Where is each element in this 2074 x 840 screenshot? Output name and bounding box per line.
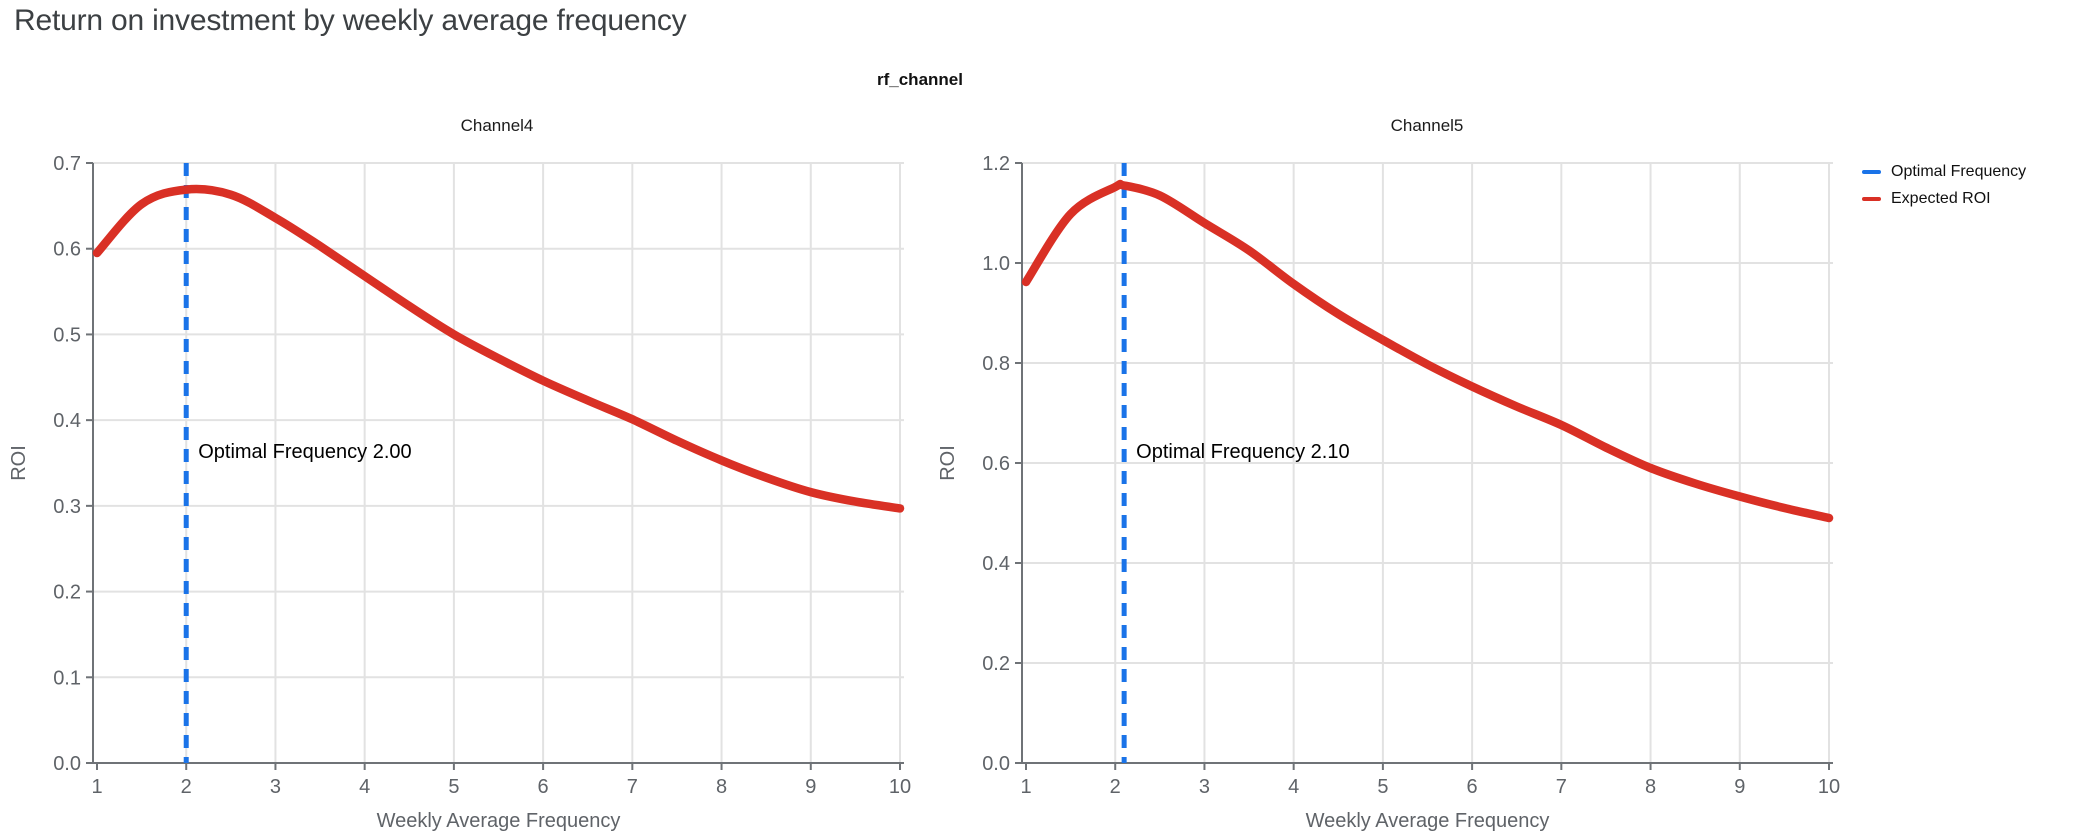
y-tick-label: 1.2 — [982, 153, 1010, 175]
x-tick-label: 1 — [91, 776, 102, 798]
legend-label: Expected ROI — [1891, 189, 1991, 207]
x-tick-label: 10 — [889, 776, 911, 798]
y-axis-title: ROI — [8, 445, 30, 481]
x-tick-label: 8 — [1645, 776, 1656, 798]
y-tick-label: 0.8 — [982, 353, 1010, 375]
expected-roi-curve — [92, 184, 905, 513]
x-axis-title: Weekly Average Frequency — [377, 810, 621, 832]
y-tick-label: 0.6 — [53, 239, 81, 261]
x-tick-label: 6 — [538, 776, 549, 798]
optimal-frequency-swatch-icon — [1862, 169, 1881, 174]
x-tick-label: 4 — [1288, 776, 1299, 798]
y-tick-label: 0.7 — [53, 153, 81, 175]
x-tick-label: 1 — [1020, 776, 1031, 798]
y-tick-label: 1.0 — [982, 253, 1010, 275]
y-axis-title: ROI — [937, 445, 959, 481]
y-tick-label: 0.3 — [53, 496, 81, 518]
optimal-frequency-annotation: Optimal Frequency 2.00 — [198, 441, 411, 463]
y-tick-label: 0.5 — [53, 324, 81, 346]
x-tick-label: 8 — [716, 776, 727, 798]
x-tick-label: 7 — [1556, 776, 1567, 798]
x-axis-title: Weekly Average Frequency — [1306, 810, 1550, 832]
panel-title-channel4: Channel4 — [460, 116, 534, 135]
y-tick-label: 0.0 — [982, 753, 1010, 775]
chart-panel-channel4: 0.0 0.1 0.2 0.3 0.4 0.5 0.6 0.7 1 2 3 4 5 6 7 8 9 10 Weekl… — [8, 153, 911, 832]
x-tick-label: 3 — [270, 776, 281, 798]
x-tick-label: 7 — [627, 776, 638, 798]
y-tick-label: 0.2 — [982, 653, 1010, 675]
y-tick-label: 0.6 — [982, 453, 1010, 475]
y-tick-label: 0.2 — [53, 582, 81, 604]
x-tick-label: 10 — [1818, 776, 1840, 798]
x-tick-label: 2 — [181, 776, 192, 798]
chart-legend: Optimal Frequency Expected ROI — [1862, 158, 2026, 212]
expected-roi-curve — [1021, 179, 1834, 523]
x-tick-label: 5 — [1377, 776, 1388, 798]
x-tick-label: 6 — [1467, 776, 1478, 798]
x-tick-label: 4 — [359, 776, 370, 798]
legend-label: Optimal Frequency — [1891, 162, 2027, 180]
y-tick-label: 0.4 — [53, 410, 81, 432]
chart-panel-channel5: 0.0 0.2 0.4 0.6 0.8 1.0 1.2 1 2 3 4 5 6 7 8 9 10 Weekly A… — [937, 153, 1840, 832]
y-tick-label: 0.0 — [53, 753, 81, 775]
facet-title: rf_channel — [877, 70, 963, 89]
x-tick-label: 3 — [1199, 776, 1210, 798]
expected-roi-swatch-icon — [1862, 196, 1881, 201]
y-tick-label: 0.1 — [53, 667, 81, 689]
legend-item-optimal-frequency: Optimal Frequency — [1862, 158, 2026, 185]
page-title: Return on investment by weekly average f… — [14, 4, 687, 37]
y-tick-label: 0.4 — [982, 553, 1010, 575]
x-tick-label: 2 — [1110, 776, 1121, 798]
panel-title-channel5: Channel5 — [1390, 116, 1464, 135]
x-tick-label: 9 — [1734, 776, 1745, 798]
x-tick-label: 5 — [448, 776, 459, 798]
x-tick-label: 9 — [805, 776, 816, 798]
optimal-frequency-annotation: Optimal Frequency 2.10 — [1136, 441, 1349, 463]
legend-item-expected-roi: Expected ROI — [1862, 185, 2026, 212]
